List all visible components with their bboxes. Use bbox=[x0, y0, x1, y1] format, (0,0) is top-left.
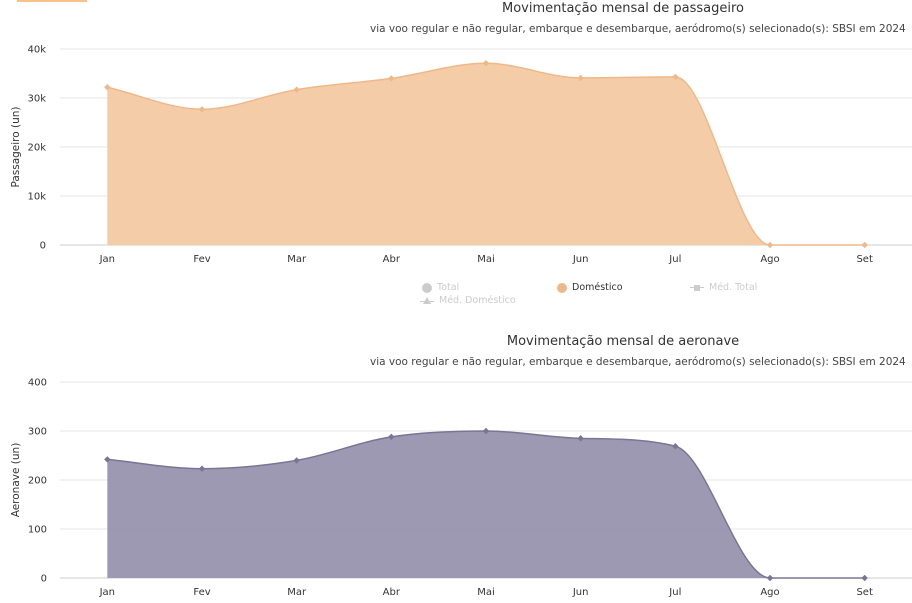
y-tick-label: 200 bbox=[28, 476, 47, 487]
top-accent-bar bbox=[17, 0, 87, 2]
series-area bbox=[107, 431, 865, 578]
passenger-area-chart[interactable]: 0 10k 20k 30k 40k Passageiro (un) Jan Fev Mar Abr… bbox=[0, 0, 912, 275]
y-tick-label: 0 bbox=[41, 574, 47, 585]
legend-label-med-total: Méd. Total bbox=[709, 282, 758, 293]
data-point-marker[interactable] bbox=[104, 456, 111, 463]
data-point-marker[interactable] bbox=[766, 241, 774, 249]
passenger-chart-title: Movimentação mensal de passageiro bbox=[501, 1, 744, 16]
x-tick-label: Mai bbox=[477, 254, 495, 265]
data-point-marker[interactable] bbox=[388, 75, 395, 82]
data-point-marker[interactable] bbox=[293, 86, 300, 93]
y-tick-label: 20k bbox=[27, 143, 46, 154]
legend-item-domestico[interactable]: Doméstico bbox=[557, 282, 623, 293]
legend-label-med-domestico: Méd. Doméstico bbox=[439, 295, 516, 306]
legend-item-med-total[interactable]: Méd. Total bbox=[690, 282, 757, 293]
x-tick-label: Fev bbox=[193, 587, 210, 598]
y-tick-label: 30k bbox=[27, 94, 46, 105]
x-tick-label: Abr bbox=[383, 254, 401, 265]
x-tick-label: Jul bbox=[668, 587, 681, 598]
legend-square-line-icon bbox=[690, 283, 704, 293]
data-point-marker[interactable] bbox=[198, 106, 206, 113]
passenger-chart-legend: Total Doméstico Méd. Total Méd. Doméstic… bbox=[0, 280, 912, 310]
x-tick-label: Set bbox=[856, 587, 873, 598]
x-tick-label: Abr bbox=[383, 587, 401, 598]
x-tick-label: Set bbox=[856, 254, 873, 265]
y-tick-label: 10k bbox=[27, 192, 46, 203]
aircraft-chart-subtitle: via voo regular e não regular, embarque … bbox=[370, 356, 906, 368]
data-point-marker[interactable] bbox=[672, 73, 679, 81]
x-tick-label: Jan bbox=[99, 254, 115, 265]
data-point-marker[interactable] bbox=[577, 435, 584, 442]
data-point-marker[interactable] bbox=[198, 465, 206, 472]
data-point-marker[interactable] bbox=[388, 433, 395, 441]
data-point-marker[interactable] bbox=[861, 241, 868, 249]
series-line bbox=[107, 62, 865, 246]
x-tick-label: Fev bbox=[193, 254, 210, 265]
legend-label-total: Total bbox=[437, 282, 460, 293]
legend-circle-icon bbox=[422, 282, 432, 293]
data-point-marker[interactable] bbox=[482, 427, 490, 435]
y-tick-label: 100 bbox=[28, 525, 47, 536]
x-tick-label: Mar bbox=[287, 587, 307, 598]
aircraft-chart-title: Movimentação mensal de aeronave bbox=[506, 334, 740, 349]
x-tick-label: Ago bbox=[760, 587, 779, 598]
legend-item-total[interactable]: Total bbox=[422, 282, 459, 293]
x-tick-label: Mai bbox=[477, 587, 495, 598]
x-tick-label: Jul bbox=[668, 254, 681, 265]
y-tick-label: 300 bbox=[28, 427, 47, 438]
y-tick-label: 400 bbox=[28, 378, 47, 389]
legend-circle-icon bbox=[557, 282, 567, 293]
data-point-marker[interactable] bbox=[104, 84, 111, 91]
y-tick-label: 0 bbox=[40, 241, 46, 252]
y-axis-title: Aeronave (un) bbox=[10, 443, 22, 518]
legend-label-domestico: Doméstico bbox=[572, 282, 623, 293]
passenger-chart-subtitle: via voo regular e não regular, embarque … bbox=[370, 23, 906, 35]
legend-triangle-line-icon bbox=[420, 296, 434, 306]
series-area bbox=[107, 63, 865, 246]
data-point-marker[interactable] bbox=[766, 574, 774, 582]
data-point-marker[interactable] bbox=[293, 457, 300, 464]
x-tick-label: Jan bbox=[99, 587, 115, 598]
series-line bbox=[107, 430, 865, 579]
y-tick-label: 40k bbox=[27, 45, 46, 56]
data-point-marker[interactable] bbox=[672, 442, 679, 450]
y-axis-title: Passageiro (un) bbox=[10, 106, 22, 187]
legend-item-med-domestico[interactable]: Méd. Doméstico bbox=[420, 295, 516, 306]
data-point-marker[interactable] bbox=[861, 574, 868, 582]
x-tick-label: Jun bbox=[572, 587, 589, 598]
data-point-marker[interactable] bbox=[482, 60, 490, 67]
data-point-marker[interactable] bbox=[577, 74, 584, 82]
x-tick-label: Jun bbox=[572, 254, 589, 265]
x-tick-label: Mar bbox=[287, 254, 307, 265]
x-tick-label: Ago bbox=[760, 254, 779, 265]
